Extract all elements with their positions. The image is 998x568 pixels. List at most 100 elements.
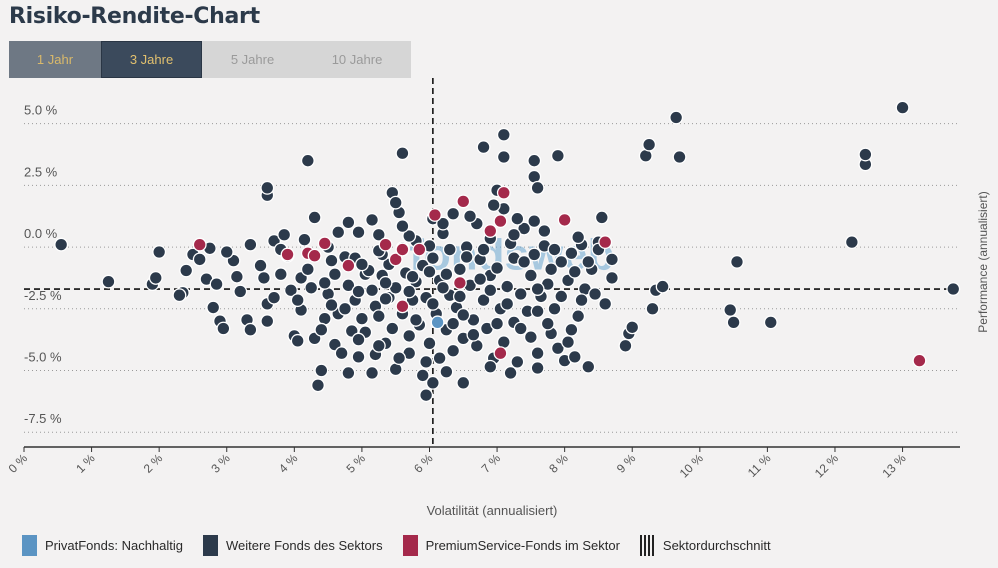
point-weitere-fonds-des-sektors[interactable]: [304, 280, 319, 295]
point-premiumservice-fonds-im-sektor[interactable]: [493, 214, 508, 229]
point-weitere-fonds-des-sektors[interactable]: [442, 242, 457, 257]
tab-10-jahre[interactable]: 10 Jahre: [303, 41, 411, 78]
tab-5-jahre[interactable]: 5 Jahre: [202, 41, 303, 78]
point-weitere-fonds-des-sektors[interactable]: [605, 270, 619, 285]
point-weitere-fonds-des-sektors[interactable]: [354, 311, 369, 326]
legend-item-sektordurchschnitt[interactable]: Sektordurchschnitt: [639, 535, 771, 556]
point-weitere-fonds-des-sektors[interactable]: [510, 211, 525, 226]
point-weitere-fonds-des-sektors[interactable]: [513, 287, 528, 301]
point-weitere-fonds-des-sektors[interactable]: [564, 322, 579, 337]
point-weitere-fonds-des-sektors[interactable]: [341, 278, 356, 293]
point-premiumservice-fonds-im-sektor[interactable]: [452, 275, 467, 290]
point-weitere-fonds-des-sektors[interactable]: [503, 366, 518, 380]
point-weitere-fonds-des-sektors[interactable]: [946, 282, 961, 296]
point-premiumservice-fonds-im-sektor[interactable]: [378, 237, 393, 252]
point-weitere-fonds-des-sektors[interactable]: [327, 267, 342, 282]
point-weitere-fonds-des-sektors[interactable]: [554, 254, 569, 269]
point-weitere-fonds-des-sektors[interactable]: [456, 307, 471, 322]
point-weitere-fonds-des-sektors[interactable]: [395, 219, 410, 234]
point-weitere-fonds-des-sektors[interactable]: [365, 366, 379, 380]
point-weitere-fonds-des-sektors[interactable]: [101, 274, 116, 289]
point-weitere-fonds-des-sektors[interactable]: [567, 349, 582, 364]
point-weitere-fonds-des-sektors[interactable]: [172, 288, 187, 303]
point-weitere-fonds-des-sektors[interactable]: [547, 301, 562, 316]
point-weitere-fonds-des-sektors[interactable]: [726, 315, 741, 330]
point-weitere-fonds-des-sektors[interactable]: [425, 296, 440, 311]
point-weitere-fonds-des-sektors[interactable]: [415, 368, 430, 383]
point-weitere-fonds-des-sektors[interactable]: [273, 267, 288, 282]
point-weitere-fonds-des-sektors[interactable]: [425, 251, 440, 266]
point-weitere-fonds-des-sektors[interactable]: [54, 237, 69, 252]
point-weitere-fonds-des-sektors[interactable]: [446, 316, 461, 331]
point-weitere-fonds-des-sektors[interactable]: [283, 283, 298, 298]
tab-3-jahre[interactable]: 3 Jahre: [101, 41, 202, 78]
point-premiumservice-fonds-im-sektor[interactable]: [388, 252, 403, 267]
point-weitere-fonds-des-sektors[interactable]: [311, 378, 325, 393]
point-weitere-fonds-des-sektors[interactable]: [422, 264, 437, 279]
point-weitere-fonds-des-sektors[interactable]: [483, 283, 498, 298]
point-premiumservice-fonds-im-sektor[interactable]: [598, 235, 613, 250]
point-weitere-fonds-des-sektors[interactable]: [618, 338, 633, 353]
point-weitere-fonds-des-sektors[interactable]: [730, 254, 744, 269]
point-weitere-fonds-des-sektors[interactable]: [419, 354, 434, 369]
point-weitere-fonds-des-sektors[interactable]: [206, 300, 221, 315]
point-weitere-fonds-des-sektors[interactable]: [371, 309, 386, 324]
point-weitere-fonds-des-sektors[interactable]: [277, 227, 292, 242]
point-weitere-fonds-des-sektors[interactable]: [324, 298, 339, 313]
point-weitere-fonds-des-sektors[interactable]: [490, 316, 505, 331]
point-weitere-fonds-des-sektors[interactable]: [354, 257, 369, 272]
point-weitere-fonds-des-sektors[interactable]: [351, 332, 366, 347]
point-weitere-fonds-des-sektors[interactable]: [625, 320, 640, 335]
point-weitere-fonds-des-sektors[interactable]: [523, 268, 538, 283]
point-weitere-fonds-des-sektors[interactable]: [510, 354, 525, 369]
point-weitere-fonds-des-sektors[interactable]: [402, 229, 417, 243]
point-weitere-fonds-des-sektors[interactable]: [564, 246, 579, 261]
point-weitere-fonds-des-sektors[interactable]: [858, 147, 873, 162]
point-weitere-fonds-des-sektors[interactable]: [459, 249, 474, 264]
point-weitere-fonds-des-sektors[interactable]: [483, 359, 498, 374]
point-weitere-fonds-des-sektors[interactable]: [260, 180, 275, 195]
point-weitere-fonds-des-sektors[interactable]: [530, 361, 545, 375]
point-weitere-fonds-des-sektors[interactable]: [402, 284, 417, 299]
point-weitere-fonds-des-sektors[interactable]: [351, 349, 366, 364]
point-premiumservice-fonds-im-sektor[interactable]: [395, 299, 410, 314]
point-weitere-fonds-des-sektors[interactable]: [895, 100, 910, 115]
point-weitere-fonds-des-sektors[interactable]: [527, 214, 542, 229]
point-weitere-fonds-des-sektors[interactable]: [307, 210, 322, 225]
point-weitere-fonds-des-sektors[interactable]: [507, 227, 521, 242]
point-weitere-fonds-des-sektors[interactable]: [530, 282, 545, 296]
point-weitere-fonds-des-sektors[interactable]: [425, 375, 440, 390]
point-weitere-fonds-des-sektors[interactable]: [385, 321, 400, 336]
point-weitere-fonds-des-sektors[interactable]: [297, 232, 312, 247]
point-weitere-fonds-des-sektors[interactable]: [405, 269, 420, 284]
point-weitere-fonds-des-sektors[interactable]: [476, 140, 491, 155]
point-weitere-fonds-des-sektors[interactable]: [530, 304, 545, 319]
point-weitere-fonds-des-sektors[interactable]: [486, 198, 501, 213]
point-weitere-fonds-des-sektors[interactable]: [473, 272, 488, 287]
point-weitere-fonds-des-sektors[interactable]: [300, 153, 315, 168]
point-weitere-fonds-des-sektors[interactable]: [243, 322, 258, 337]
tab-1-jahr[interactable]: 1 Jahr: [9, 41, 101, 78]
point-weitere-fonds-des-sektors[interactable]: [571, 230, 586, 245]
point-weitere-fonds-des-sektors[interactable]: [351, 225, 366, 240]
point-weitere-fonds-des-sektors[interactable]: [561, 335, 575, 350]
point-weitere-fonds-des-sektors[interactable]: [419, 388, 434, 403]
point-weitere-fonds-des-sektors[interactable]: [253, 258, 268, 273]
point-weitere-fonds-des-sektors[interactable]: [365, 212, 379, 227]
point-weitere-fonds-des-sektors[interactable]: [378, 291, 393, 306]
point-weitere-fonds-des-sektors[interactable]: [672, 150, 687, 164]
point-weitere-fonds-des-sektors[interactable]: [537, 224, 552, 238]
point-weitere-fonds-des-sektors[interactable]: [439, 364, 454, 379]
point-weitere-fonds-des-sektors[interactable]: [550, 148, 565, 163]
point-weitere-fonds-des-sektors[interactable]: [290, 333, 305, 348]
point-weitere-fonds-des-sektors[interactable]: [496, 127, 511, 142]
point-weitere-fonds-des-sektors[interactable]: [513, 321, 528, 336]
point-weitere-fonds-des-sektors[interactable]: [341, 215, 356, 230]
point-weitere-fonds-des-sektors[interactable]: [581, 359, 596, 374]
point-weitere-fonds-des-sektors[interactable]: [527, 153, 542, 168]
point-weitere-fonds-des-sektors[interactable]: [598, 296, 613, 311]
point-weitere-fonds-des-sektors[interactable]: [371, 338, 386, 353]
point-weitere-fonds-des-sektors[interactable]: [338, 301, 352, 316]
point-weitere-fonds-des-sektors[interactable]: [456, 375, 471, 390]
point-weitere-fonds-des-sektors[interactable]: [334, 346, 349, 361]
